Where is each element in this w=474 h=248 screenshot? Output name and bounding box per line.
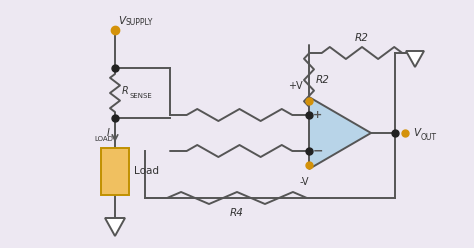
Text: Load: Load — [134, 166, 159, 177]
Text: R: R — [122, 86, 129, 96]
Text: I: I — [107, 128, 110, 138]
Text: R2: R2 — [316, 75, 330, 85]
Text: LOAD: LOAD — [94, 136, 113, 142]
Polygon shape — [406, 51, 424, 67]
Text: +V: +V — [288, 81, 302, 91]
FancyBboxPatch shape — [101, 148, 129, 195]
Polygon shape — [309, 97, 371, 169]
Text: V: V — [413, 128, 420, 138]
Text: SUPPLY: SUPPLY — [126, 18, 154, 27]
Text: R4: R4 — [230, 208, 244, 218]
Text: +: + — [313, 110, 323, 120]
Text: SENSE: SENSE — [130, 93, 153, 99]
Text: R2: R2 — [355, 33, 369, 43]
Polygon shape — [105, 218, 125, 236]
Text: -V: -V — [299, 177, 309, 187]
Text: −: − — [313, 145, 323, 157]
Text: V: V — [118, 16, 125, 26]
Text: OUT: OUT — [421, 132, 437, 142]
